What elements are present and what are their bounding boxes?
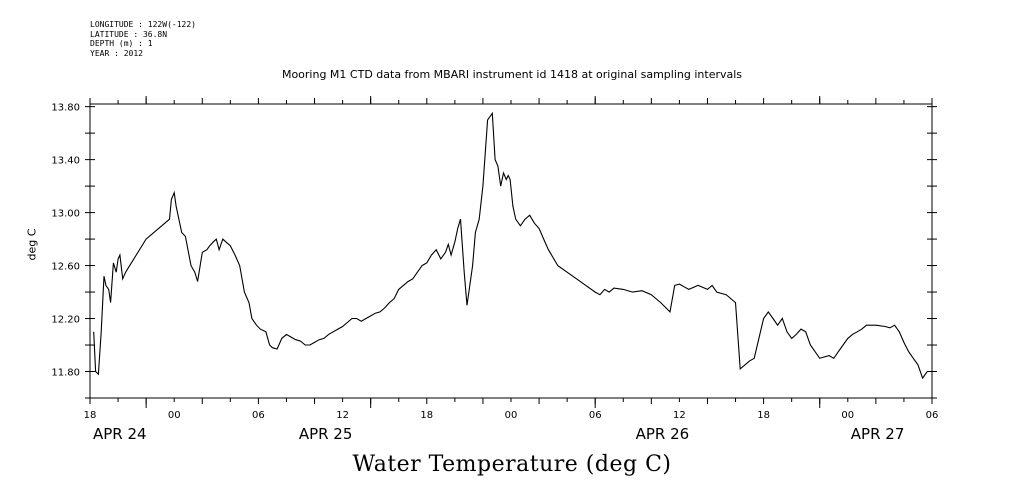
x-tick-label: 12: [336, 410, 349, 421]
x-tick-label: 00: [841, 410, 854, 421]
x-tick-label: 06: [252, 410, 265, 421]
x-axis-ticks: 18 00 06 12 18 00 06 12 18 00 06: [84, 96, 939, 421]
latitude-label: LATITUDE : 36.8N: [90, 29, 168, 39]
depth-label: DEPTH (m) : 1: [90, 39, 153, 48]
plot-frame: [89, 103, 933, 399]
chart-bottom-title: Water Temperature (deg C): [352, 452, 672, 477]
chart-title: Mooring M1 CTD data from MBARI instrumen…: [281, 68, 743, 81]
x-tick-label: 12: [673, 410, 686, 421]
metadata-block: LONGITUDE : 122W(-122) LATITUDE : 36.8N …: [90, 20, 196, 58]
x-tick-label: 06: [926, 410, 939, 421]
y-tick-label: 13.00: [51, 209, 80, 220]
y-tick-label: 12.20: [51, 315, 80, 326]
y-tick-label: 13.80: [51, 103, 80, 114]
x-tick-label: 18: [757, 410, 770, 421]
day-label: APR 24: [93, 425, 147, 443]
day-label: APR 25: [299, 425, 353, 443]
longitude-label: LONGITUDE : 122W(-122): [90, 20, 196, 29]
x-tick-label: 06: [589, 410, 602, 421]
x-tick-label: 00: [168, 410, 181, 421]
day-labels: APR 24 APR 25 APR 26 APR 27: [93, 425, 904, 443]
day-label: APR 27: [851, 425, 905, 443]
year-label: YEAR : 2012: [90, 48, 143, 58]
x-tick-label: 18: [420, 410, 433, 421]
temperature-series-line: [93, 111, 932, 380]
y-tick-label: 13.40: [51, 156, 80, 167]
y-tick-label: 11.80: [51, 368, 80, 379]
x-tick-label: 18: [84, 410, 97, 421]
day-label: APR 26: [636, 425, 690, 443]
x-tick-label: 00: [505, 410, 518, 421]
y-tick-label: 12.60: [51, 262, 80, 273]
